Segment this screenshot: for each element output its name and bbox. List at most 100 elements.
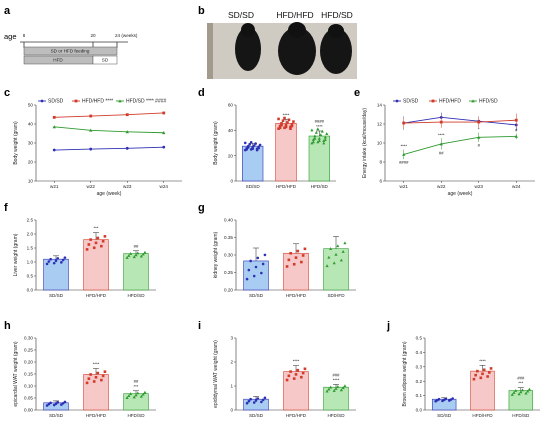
significance-label: ####	[399, 160, 409, 165]
legend-swatch-marker	[431, 99, 435, 103]
y-tick-label: 2.5	[27, 218, 34, 223]
panel-letter-h: h	[4, 320, 11, 332]
y-tick-label: 0.5	[416, 336, 423, 341]
data-point	[341, 249, 345, 253]
y-tick-label: 0.25	[224, 270, 233, 275]
timeline-bar-feeding-label: SD or HFD feeding	[51, 49, 90, 54]
x-tick-label: w22	[87, 184, 96, 189]
data-point	[143, 390, 147, 394]
data-point	[56, 401, 60, 404]
significance-label: ****	[400, 144, 407, 149]
data-point	[251, 147, 254, 151]
data-point	[334, 386, 338, 390]
y-tick-label: 0.3	[416, 364, 423, 369]
data-point	[125, 146, 129, 150]
panel-letter-d: d	[198, 87, 205, 99]
data-point	[301, 254, 305, 257]
chart-panel-i: 0 1 2 3 epididymal WAT weight (gram) SD/SD HFD…	[213, 336, 356, 418]
data-point	[510, 393, 514, 396]
data-point	[289, 370, 292, 373]
panel-letter-b: b	[198, 5, 205, 17]
y-tick-label: 0.20	[24, 360, 33, 365]
chart-panel-c: 10 20 30 40 50 Body weight (gram) w21 w22 w23 w24…	[13, 99, 182, 197]
y-tick-label: 0.5	[27, 274, 34, 279]
data-point	[132, 255, 136, 259]
data-point	[320, 129, 324, 133]
data-point	[249, 140, 253, 144]
data-point	[325, 264, 329, 268]
data-point	[63, 256, 67, 259]
data-point	[296, 368, 300, 372]
data-point	[472, 377, 476, 381]
x-tick-label: SD/SD	[249, 413, 264, 418]
data-point	[249, 259, 252, 263]
panel-letter-e: e	[354, 87, 360, 99]
data-point	[524, 391, 528, 395]
data-point	[281, 119, 285, 123]
data-point	[300, 375, 303, 379]
data-point	[261, 398, 265, 402]
data-point	[254, 399, 258, 402]
data-point	[339, 258, 343, 262]
data-point	[52, 125, 56, 129]
y-axis-label: epicardial WAT weight (gram)	[13, 341, 19, 407]
significance-label: #	[515, 128, 518, 133]
data-point	[327, 387, 331, 391]
data-point	[56, 257, 60, 260]
data-point	[52, 148, 56, 152]
y-tick-label: 10	[377, 141, 383, 146]
y-tick-label: 0.25	[24, 348, 33, 353]
x-tick-label: w21	[50, 184, 59, 189]
data-point	[96, 371, 100, 375]
x-tick-label: HFD/HFD	[86, 293, 107, 298]
data-point	[87, 243, 91, 246]
significance-label: *	[478, 127, 480, 132]
data-point	[294, 373, 298, 376]
y-tick-label: 0.20	[224, 288, 233, 293]
data-point	[517, 392, 521, 396]
data-point	[287, 374, 291, 378]
data-point	[49, 401, 52, 405]
data-point	[125, 396, 129, 400]
significance-label: ***	[518, 381, 523, 386]
data-point	[477, 120, 481, 124]
data-point	[134, 393, 138, 397]
significance-label: ****	[283, 113, 290, 118]
data-point	[476, 369, 479, 373]
data-point	[63, 400, 67, 404]
data-point	[402, 121, 406, 125]
data-point	[103, 370, 107, 373]
data-point	[129, 392, 133, 395]
chart-panel-f: 0.0 0.5 1.0 1.5 2.0 2.5 Liver weight (gram) SD/…	[13, 218, 156, 298]
x-tick-label: SD/SD	[249, 293, 264, 298]
data-point	[336, 384, 340, 388]
data-point	[287, 258, 291, 262]
data-point	[54, 259, 58, 263]
data-point	[52, 261, 56, 265]
data-point	[280, 123, 283, 127]
data-point	[47, 260, 51, 263]
timeline-bar-hfd-label: HFD	[53, 58, 63, 63]
data-point	[125, 130, 129, 134]
data-point	[303, 367, 307, 371]
legend-swatch-marker	[395, 99, 399, 103]
data-point	[127, 254, 131, 257]
data-point	[134, 253, 138, 257]
series-line-0	[54, 146, 164, 151]
data-point	[243, 141, 247, 145]
data-point	[263, 396, 267, 400]
data-point	[256, 256, 260, 260]
data-point	[277, 117, 280, 121]
y-tick-label: 50	[28, 103, 34, 108]
timeline-label-8: 8	[23, 33, 26, 38]
significance-label: ####	[315, 119, 325, 124]
data-point	[278, 124, 282, 128]
data-point	[477, 135, 481, 139]
data-point	[514, 134, 518, 138]
data-point	[278, 126, 282, 130]
data-point	[125, 255, 129, 259]
data-point	[261, 262, 265, 266]
significance-label: ##	[134, 379, 139, 384]
x-tick-label: HFD/SD	[327, 413, 345, 418]
